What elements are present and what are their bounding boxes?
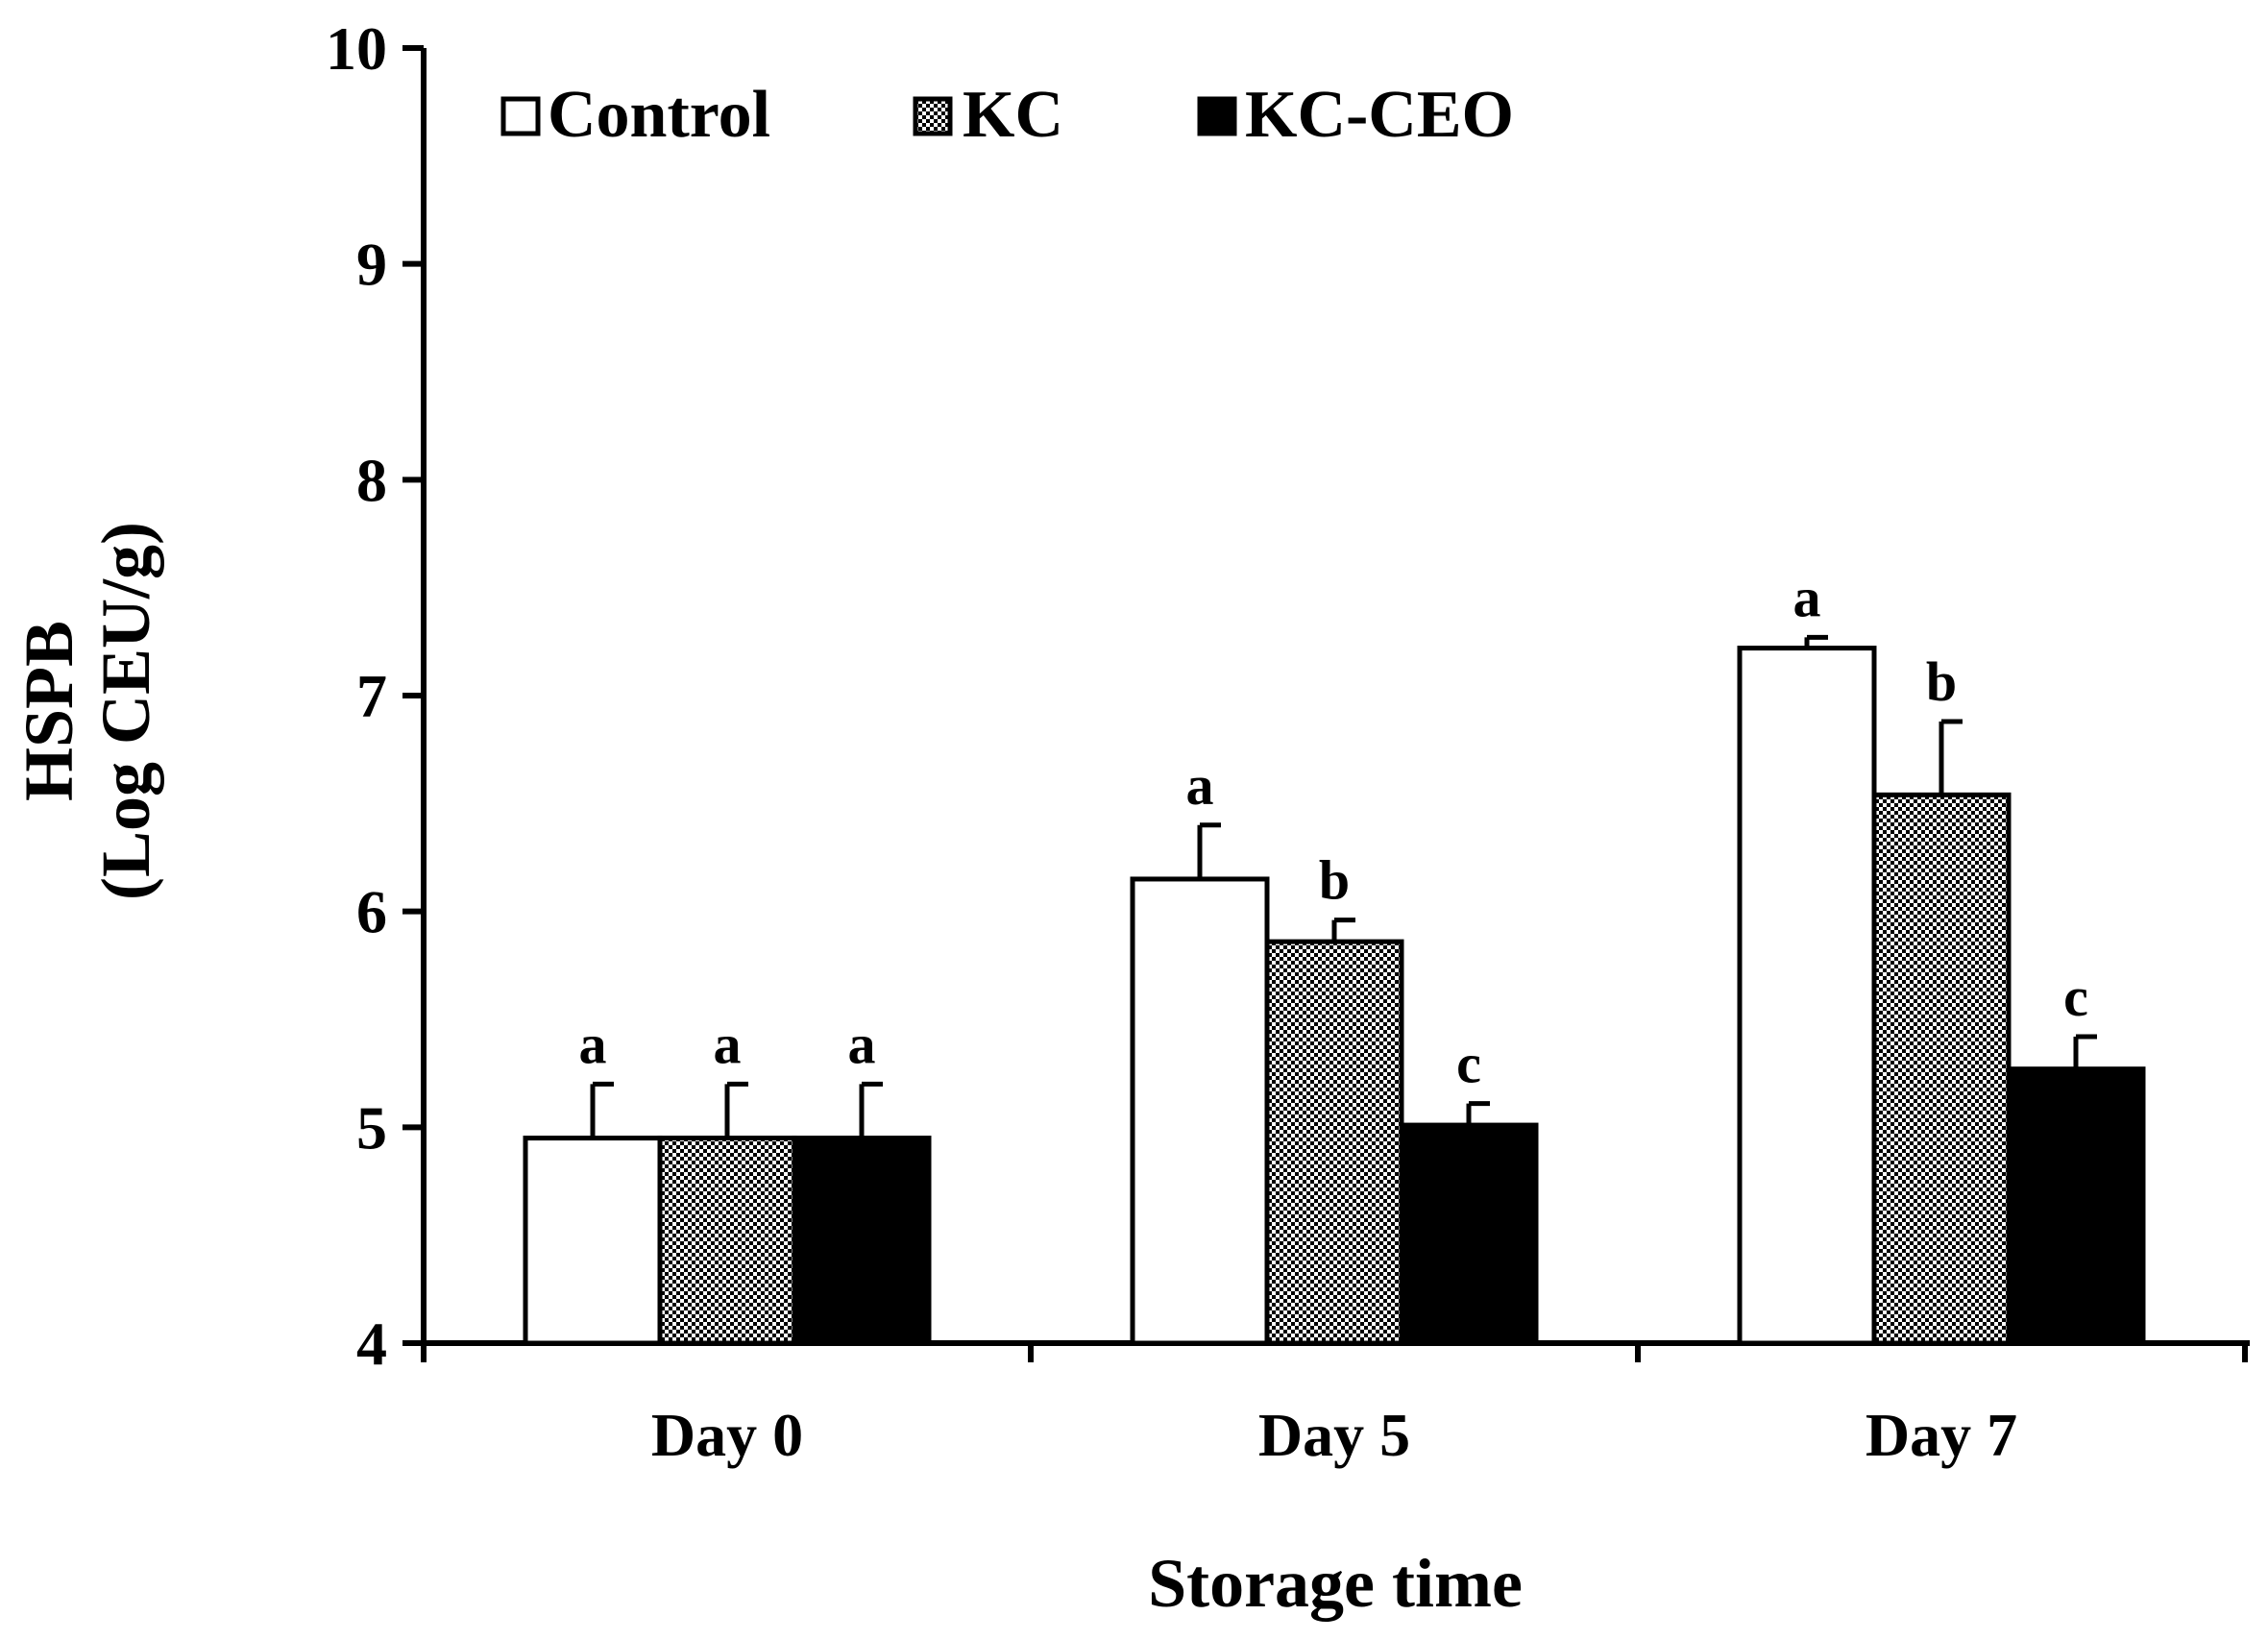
legend-label-kc-ceo: KC-CEO — [1245, 78, 1514, 152]
legend-swatch-control — [500, 96, 541, 136]
bar-control-0 — [523, 1136, 663, 1346]
y-tick-label-8: 8 — [356, 446, 387, 514]
y-tick-label-7: 7 — [356, 662, 387, 730]
legend: Control KC KC-CEO — [500, 78, 1514, 152]
y-tick-label-6: 6 — [356, 878, 387, 946]
legend-label-kc: KC — [963, 78, 1063, 152]
y-axis-title-line2: (Log CEU/g) — [87, 522, 164, 900]
significance-kc-2: b — [1926, 650, 1957, 713]
legend-swatch-kc-ceo — [1197, 96, 1237, 136]
y-ticks: 4 5 6 7 8 9 10 — [326, 14, 424, 1378]
significance-kc-ceo-2: c — [2063, 966, 2088, 1028]
bar-kc-1 — [1264, 939, 1404, 1346]
bar-kc-0 — [657, 1136, 797, 1346]
significance-kc-ceo-1: c — [1456, 1033, 1481, 1095]
y-axis-title-line1: HSPB — [11, 621, 87, 801]
y-tick-label-4: 4 — [356, 1310, 387, 1378]
x-category-label-2: Day 7 — [1866, 1401, 2017, 1469]
x-axis-title: Storage time — [1148, 1545, 1523, 1622]
bar-kc-ceo-2 — [2006, 1066, 2146, 1346]
significance-control-1: a — [1186, 754, 1214, 817]
x-category-label-0: Day 0 — [651, 1401, 803, 1469]
significance-labels: a a a a b c a b c — [579, 566, 2088, 1094]
bar-control-1 — [1130, 876, 1270, 1346]
significance-kc-1: b — [1319, 849, 1350, 912]
bar-kc-ceo-0 — [792, 1136, 932, 1346]
bars — [523, 634, 2146, 1346]
significance-control-0: a — [579, 1013, 607, 1075]
y-axis-title: HSPB (Log CEU/g) — [11, 522, 164, 900]
y-tick-label-10: 10 — [326, 14, 387, 83]
significance-kc-ceo-0: a — [848, 1013, 876, 1075]
bar-kc-2 — [1871, 792, 2012, 1346]
y-tick-label-5: 5 — [356, 1093, 387, 1162]
x-category-label-1: Day 5 — [1258, 1401, 1410, 1469]
x-category-ticks: Day 0 Day 5 Day 7 — [421, 1343, 2248, 1469]
significance-control-2: a — [1793, 566, 1821, 628]
significance-kc-0: a — [714, 1013, 742, 1075]
legend-swatch-kc — [913, 96, 953, 136]
bar-control-2 — [1737, 646, 1877, 1346]
legend-label-control: Control — [548, 78, 770, 152]
bar-kc-ceo-1 — [1399, 1122, 1539, 1346]
y-tick-label-9: 9 — [356, 231, 387, 299]
